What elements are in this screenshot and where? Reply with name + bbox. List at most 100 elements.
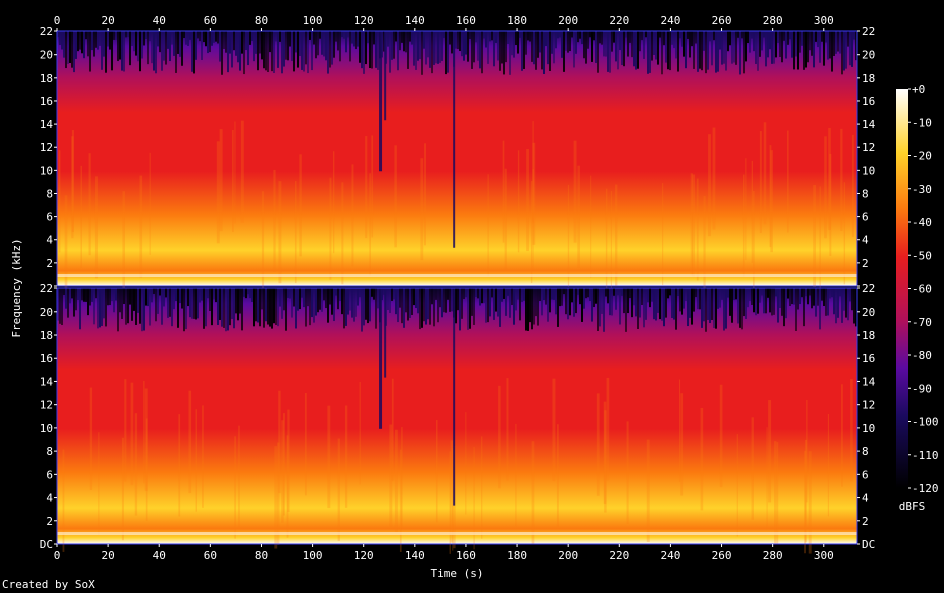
y-tick-label: 6 [46,468,53,481]
x-tick-label: 300 [814,549,834,562]
panel-frame [56,287,858,545]
y-tick-label: 18 [40,72,53,85]
channel-2-spectrogram [56,287,858,554]
y-tick-label: 2 [862,257,869,270]
y-tick-label: 10 [862,422,875,435]
y-tick-label: 20 [40,306,53,319]
quiet-segment [453,288,456,506]
y-tick-label: 22 [862,25,875,38]
x-tick-label: 200 [558,14,578,27]
y-tick-label: 14 [862,375,876,388]
y-tick-label: 14 [40,375,54,388]
x-tick-label: 0 [54,14,61,27]
y-tick-label: 14 [40,118,54,131]
colorbar-tick-label: -90 [912,382,932,395]
y-tick-label: 22 [862,282,875,295]
low-frequency-band [57,274,857,277]
colorbar-tick-label: -30 [912,183,932,196]
y-tick-label: 8 [46,187,53,200]
x-tick-label: 100 [303,14,323,27]
x-tick-label: 140 [405,14,425,27]
x-tick-label: 160 [456,14,476,27]
quiet-segment [379,288,383,429]
y-tick-label: 6 [46,211,53,224]
x-axis-label: Time (s) [431,567,484,580]
spectrum-energy [57,31,857,286]
colorbar-tick-label: -40 [912,216,932,229]
y-tick-label: 8 [862,187,869,200]
colorbar-tick-label: -80 [912,349,932,362]
y-tick-label: 4 [46,234,53,247]
colorbar-tick-label: -110 [912,449,939,462]
colorbar: +0 -10 -20 -30 -40 -50 -60 -70 -80 -90 -100 -110 -12… [896,83,939,495]
y-tick-label: 12 [862,141,875,154]
y-tick-label: 16 [862,95,875,108]
x-tick-label: 300 [814,14,834,27]
x-tick-label: 160 [456,549,476,562]
quiet-segment [453,31,456,248]
x-tick-label: 100 [303,549,323,562]
y-tick-label: 12 [862,399,875,412]
y-tick-label: 20 [40,49,53,62]
y-tick-label: 2 [46,257,53,270]
y-tick-label: 12 [40,399,53,412]
y-tick-label: 6 [862,211,869,224]
channel-1-spectrogram [56,30,858,298]
colorbar-tick-label: -50 [912,249,932,262]
x-tick-label: 140 [405,549,425,562]
x-tick-label: 200 [558,549,578,562]
high-frequency-noise [57,288,857,332]
y-tick-label: 16 [40,352,53,365]
x-tick-label: 80 [255,14,268,27]
y-tick-label: 8 [862,445,869,458]
x-tick-label: 20 [101,549,114,562]
x-tick-label: 40 [153,14,166,27]
quiet-segment [384,31,387,121]
y-tick-label: DC [862,538,875,551]
y-tick-label: 14 [862,118,876,131]
y-tick-label: 16 [40,95,53,108]
colorbar-tick-label: -100 [912,416,939,429]
panel-frame [56,30,858,287]
x-tick-label: 220 [609,549,629,562]
quiet-segment [379,31,383,172]
x-tick-label: 220 [609,14,629,27]
x-tick-label: 240 [660,549,680,562]
spectrogram-panels [56,30,858,554]
y-tick-label: 4 [46,492,53,505]
x-tick-label: 80 [255,549,268,562]
vertical-streaks [58,31,854,298]
y-tick-label: 2 [862,515,869,528]
y-tick-label: 10 [40,164,53,177]
y-tick-label: 20 [862,306,875,319]
x-tick-label: 120 [354,549,374,562]
colorbar-scale [896,89,908,488]
y-tick-label: 2 [46,515,53,528]
x-tick-label: 280 [763,14,783,27]
y-tick-label: 10 [40,422,53,435]
y-axis-label: Frequency (kHz) [10,238,23,337]
colorbar-tick-label: -120 [912,482,939,495]
y-tick-label: 6 [862,468,869,481]
x-tick-label: 60 [204,549,217,562]
colorbar-tick-label: -70 [912,316,932,329]
x-tick-label: 120 [354,14,374,27]
y-tick-label: 4 [862,234,869,247]
colorbar-label: dBFS [899,500,926,513]
y-tick-label: 18 [40,329,53,342]
y-tick-label: 8 [46,445,53,458]
vertical-streaks [62,288,853,554]
x-tick-label: 240 [660,14,680,27]
colorbar-tick-label: -20 [912,150,932,163]
high-frequency-noise [57,31,857,75]
x-tick-label: 180 [507,549,527,562]
y-tick-label: 12 [40,141,53,154]
created-by-caption: Created by SoX [2,578,95,591]
y-tick-label: 4 [862,492,869,505]
x-tick-label: 260 [712,549,732,562]
x-tick-label: 40 [153,549,166,562]
x-tick-label: 180 [507,14,527,27]
y-tick-label: 18 [862,329,875,342]
